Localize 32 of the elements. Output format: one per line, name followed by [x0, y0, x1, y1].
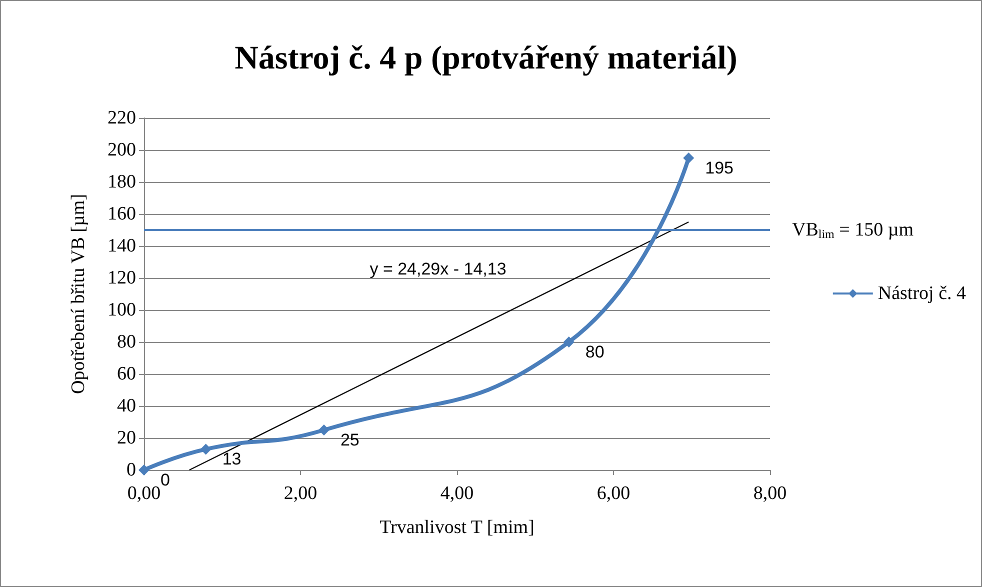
y-tick-label: 220	[108, 108, 136, 128]
point	[683, 152, 694, 164]
x-axis-title: Trvanlivost T [mim]	[380, 517, 534, 538]
data-label: 0	[160, 470, 170, 490]
data-label: 13	[222, 450, 242, 469]
data-label: 195	[705, 158, 734, 178]
data-label: 25	[340, 430, 360, 450]
point	[200, 444, 212, 455]
x-tick-label: 2,00	[284, 483, 318, 504]
x-tick-label: 4,00	[440, 483, 474, 504]
y-tick-label: 140	[108, 236, 136, 256]
y-tick-label: 100	[108, 300, 136, 320]
x-tick-label: 8,00	[753, 483, 787, 504]
point	[563, 336, 574, 348]
x-tick-label: 6,00	[596, 483, 630, 504]
chart-title: Nástroj č. 4 p (protvářený materiál)	[234, 40, 738, 76]
y-tick-label: 120	[108, 268, 136, 288]
annotation: y = 24,29x - 14,13	[370, 260, 506, 278]
y-tick-label: 200	[108, 140, 136, 160]
y-tick-label: 160	[108, 204, 136, 224]
y-axis-title: Opotřebení břitu VB [µm]	[68, 194, 89, 394]
y-tick-label: 40	[117, 396, 136, 416]
y-tick-label: 20	[117, 428, 136, 448]
y-tick-label: 80	[117, 332, 136, 352]
legend-label: Nástroj č. 4	[878, 283, 966, 304]
data-label: 80	[585, 342, 604, 362]
point	[318, 424, 330, 436]
y-tick-label: 0	[126, 460, 136, 480]
x-tick-label: 0,00	[127, 483, 161, 504]
point	[138, 464, 150, 476]
y-tick-label: 60	[117, 364, 136, 384]
y-tick-label: 180	[108, 172, 136, 192]
